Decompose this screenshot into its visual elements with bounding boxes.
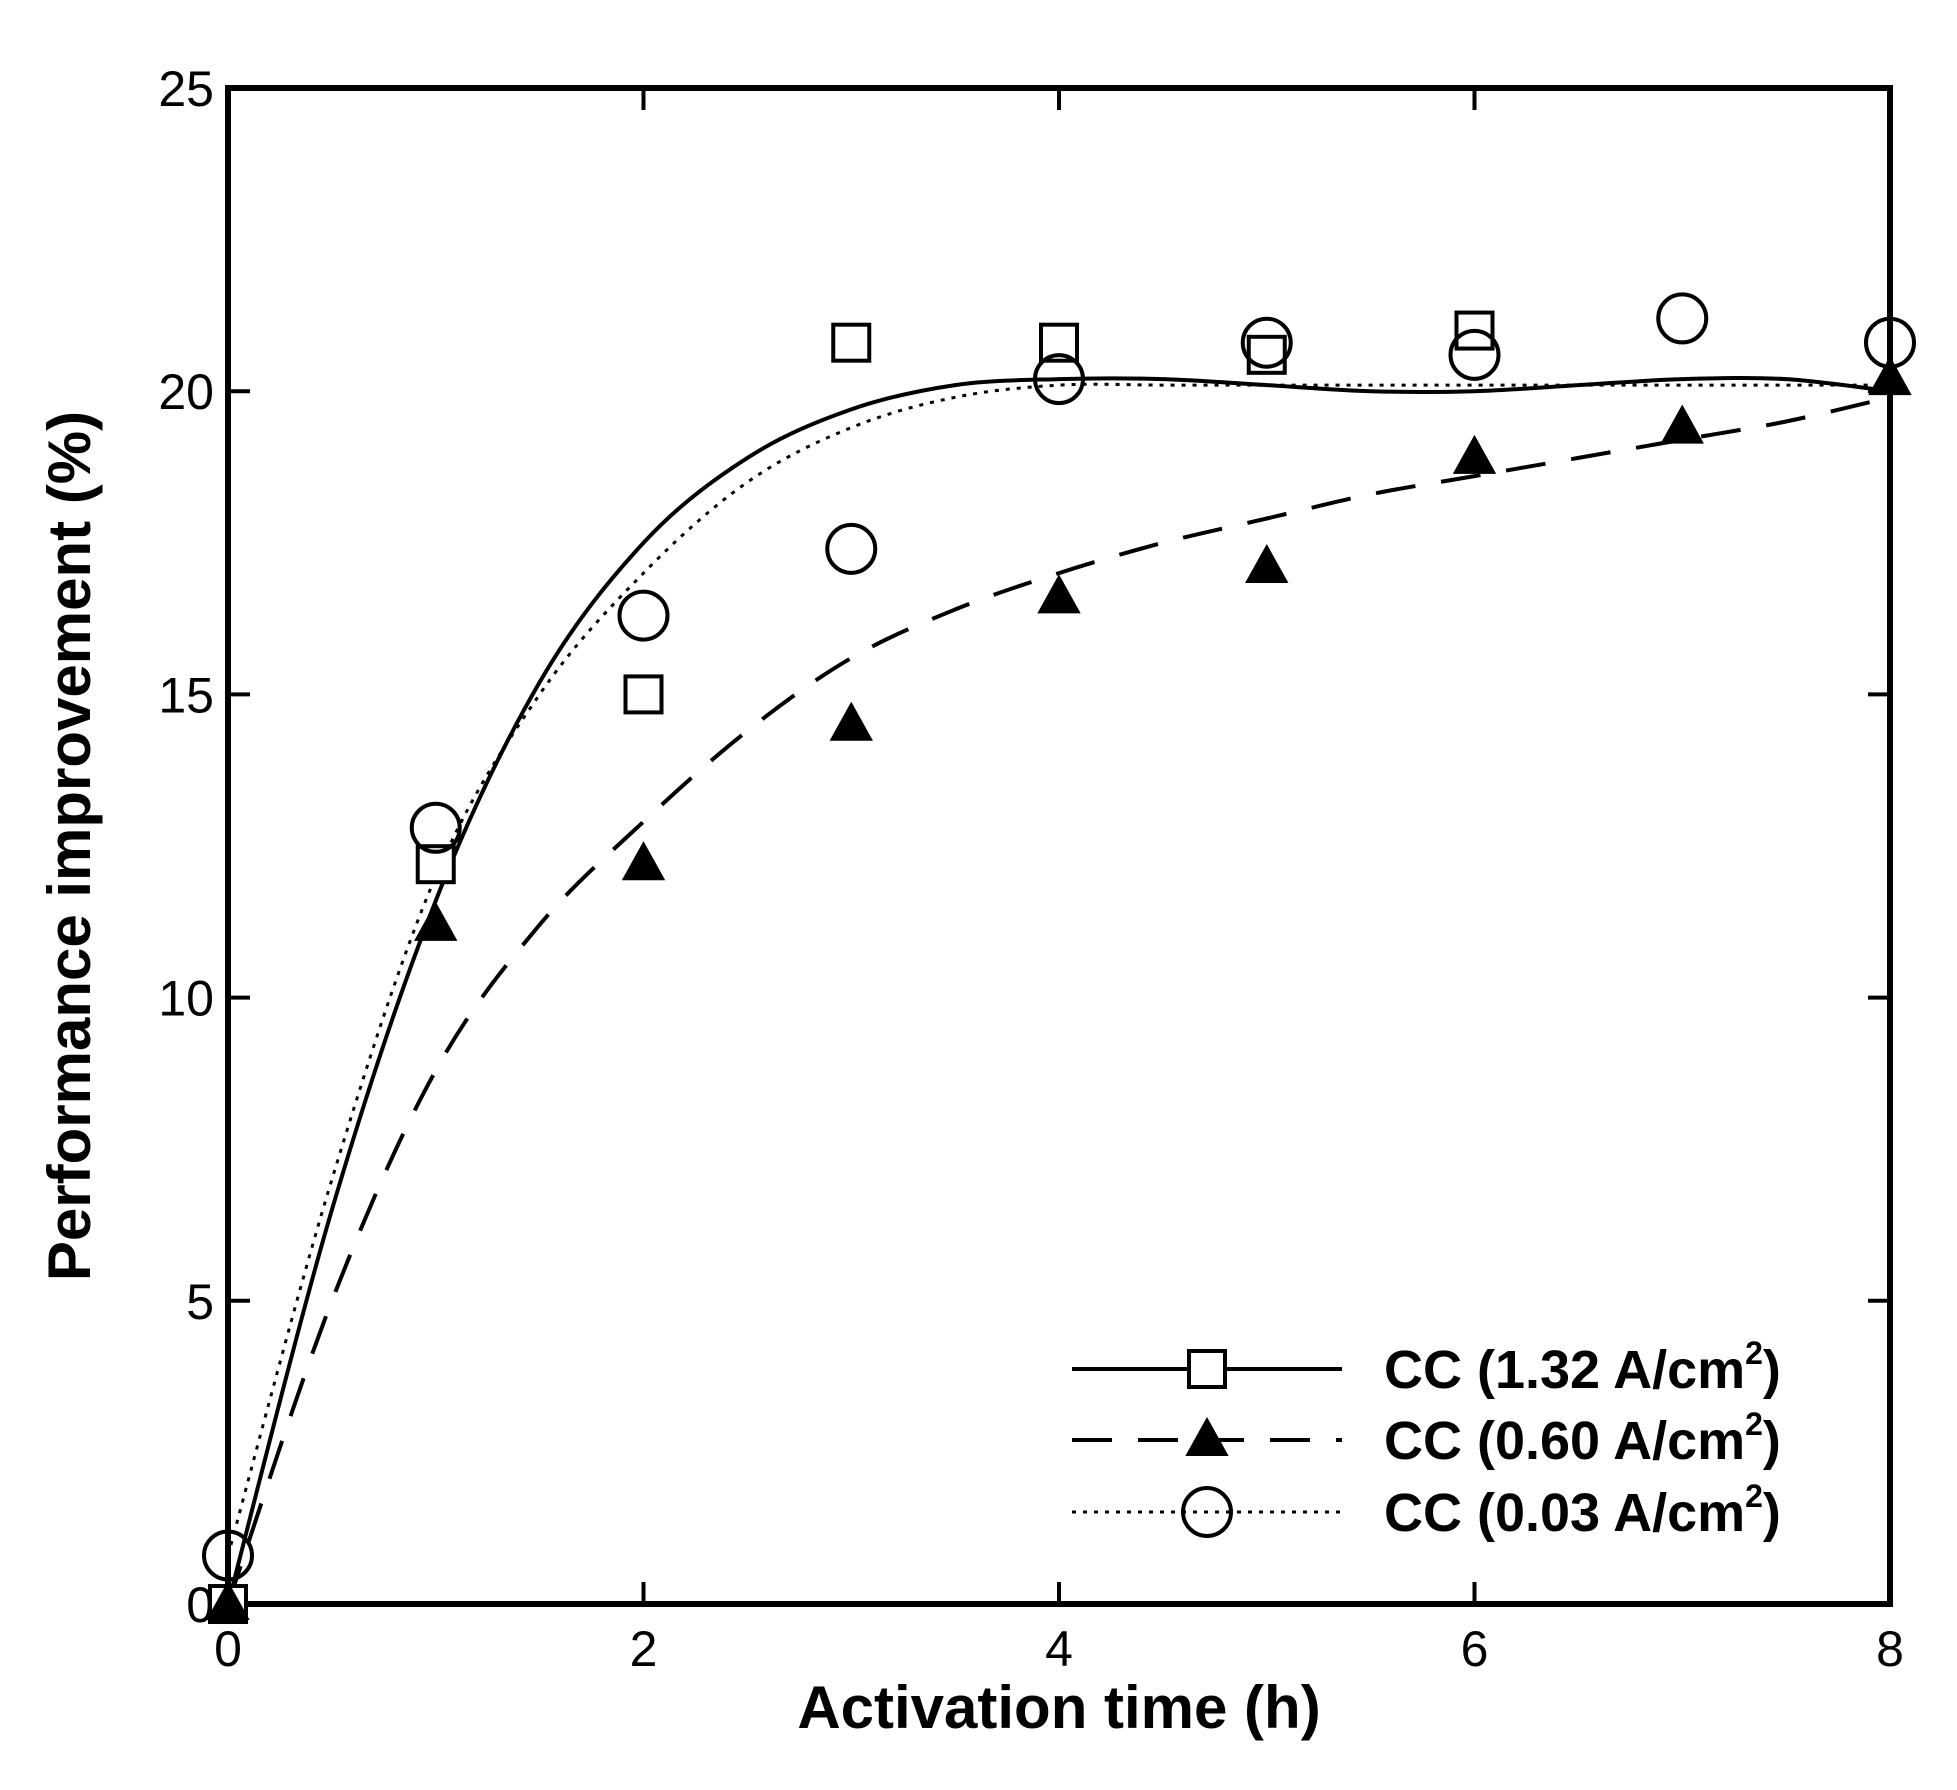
legend-label: CC (0.03 A/cm2) xyxy=(1384,1478,1781,1543)
data-point-series-2 xyxy=(1868,356,1912,396)
data-point-series-3 xyxy=(1033,353,1085,406)
legend-entry-3: CC (0.03 A/cm2) xyxy=(1072,1478,1781,1543)
fit-line-series-2 xyxy=(226,395,1891,1605)
data-markers xyxy=(202,292,1916,1624)
x-tick-label: 4 xyxy=(1045,1621,1073,1677)
x-tick-label: 6 xyxy=(1461,1621,1489,1677)
legend-marker xyxy=(1185,1416,1229,1456)
data-point-series-3 xyxy=(1656,292,1709,345)
x-axis-title: Activation time (h) xyxy=(797,1674,1320,1741)
legend-marker xyxy=(1181,1486,1233,1538)
y-axis-title: Performance improvement (%) xyxy=(36,411,103,1281)
data-point-series-3 xyxy=(617,589,670,642)
data-point-series-3 xyxy=(409,801,462,854)
data-point-series-3 xyxy=(1448,328,1501,381)
data-point-series-2 xyxy=(1452,434,1497,474)
y-tick-label: 25 xyxy=(158,61,214,117)
fit-curves xyxy=(226,375,1891,1605)
data-point-series-2 xyxy=(206,1580,250,1620)
x-tick-label: 0 xyxy=(214,1621,242,1677)
legend-marker xyxy=(1187,1349,1227,1389)
legend: CC (1.32 A/cm2)CC (0.60 A/cm2) CC (0.03 A… xyxy=(1072,1335,1781,1543)
y-tick-label: 15 xyxy=(158,667,214,723)
data-point-series-1 xyxy=(623,674,664,715)
data-point-series-3 xyxy=(825,522,878,575)
legend-entry-1: CC (1.32 A/cm2) xyxy=(1072,1335,1781,1400)
legend-entry-2: CC (0.60 A/cm2) xyxy=(1072,1406,1781,1471)
data-point-series-2 xyxy=(829,701,873,741)
x-tick-label: 8 xyxy=(1876,1621,1904,1677)
y-tick-label: 5 xyxy=(186,1274,214,1330)
legend-label: CC (0.60 A/cm2) xyxy=(1384,1406,1781,1471)
data-point-series-2 xyxy=(621,841,666,881)
x-tick-label: 2 xyxy=(630,1621,658,1677)
data-point-series-2 xyxy=(1660,404,1704,444)
fit-line-series-3 xyxy=(226,382,1890,1556)
data-point-series-3 xyxy=(1240,316,1293,369)
data-point-series-2 xyxy=(1037,574,1081,614)
data-point-series-1 xyxy=(831,322,872,363)
y-tick-label: 20 xyxy=(158,364,214,420)
y-tick-label: 10 xyxy=(158,971,214,1027)
data-point-series-1 xyxy=(1039,322,1079,363)
data-point-series-2 xyxy=(1245,543,1289,584)
data-point-series-3 xyxy=(202,1529,254,1582)
data-point-series-3 xyxy=(1864,316,1916,369)
legend-label: CC (1.32 A/cm2) xyxy=(1384,1335,1781,1400)
data-point-series-2 xyxy=(414,901,458,941)
